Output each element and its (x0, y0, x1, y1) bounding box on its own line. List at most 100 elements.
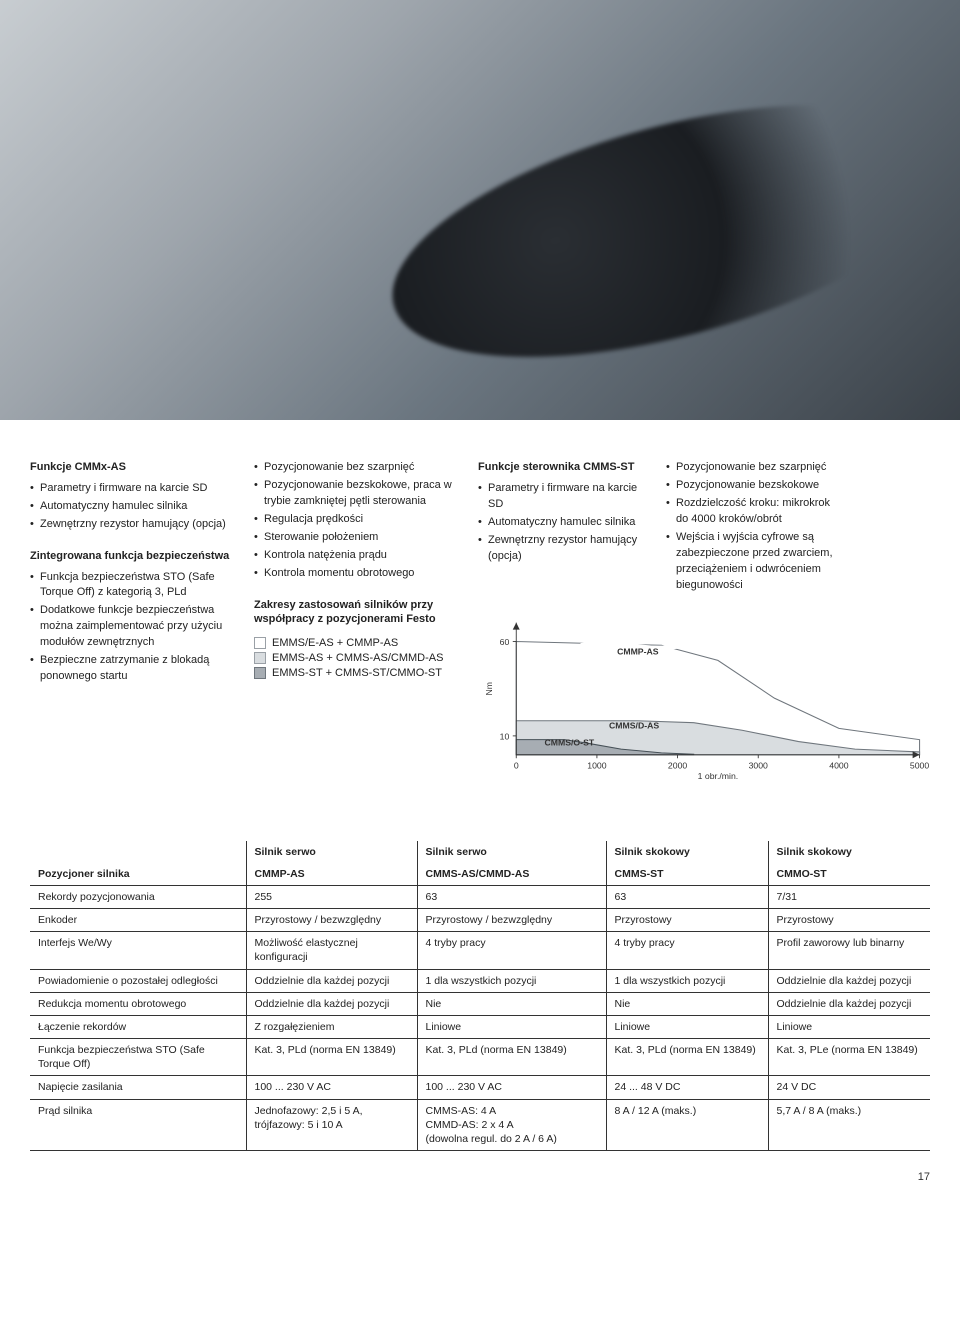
legend-label: EMMS-ST + CMMS-ST/CMMO-ST (272, 667, 442, 679)
svg-text:60: 60 (500, 636, 510, 646)
col2-heading2: Zakresy zastosowań silników przy współpr… (254, 598, 454, 628)
col3-list1: Parametry i firmware na karcie SD Automat… (478, 481, 648, 565)
list-item: Rozdzielczość kroku: mikrokrok do 4000 k… (666, 496, 836, 528)
list-item: Zewnętrzny rezystor hamujący (opcja) (30, 517, 230, 533)
table-cell: Liniowe (417, 1015, 606, 1038)
table-cell: 4 tryby pracy (606, 932, 768, 969)
list-item: Kontrola natężenia prądu (254, 548, 454, 564)
list-item: Funkcja bezpieczeństwa STO (Safe Torque … (30, 570, 230, 602)
list-item: Pozycjonowanie bezskokowe (666, 478, 836, 494)
list-item: Wejścia i wyjścia cyfrowe są zabezpieczo… (666, 530, 836, 594)
table-cell: Liniowe (606, 1015, 768, 1038)
table-cell: Możliwość elastycznej konfiguracji (246, 932, 417, 969)
svg-text:1000: 1000 (587, 760, 606, 770)
table-cell: Profil zaworowy lub binarny (768, 932, 930, 969)
list-item: Pozycjonowanie bezskokowe, praca w trybi… (254, 478, 454, 510)
table-row: Rekordy pozycjonowania25563637/31 (30, 885, 930, 908)
table-header: Silnik serwo (417, 841, 606, 863)
table-cell: 8 A / 12 A (maks.) (606, 1099, 768, 1151)
table-cell: Przyrostowy / bezwzględny (246, 909, 417, 932)
table-cell: Kat. 3, PLd (norma EN 13849) (606, 1039, 768, 1076)
table-cell: 1 dla wszystkich pozycji (417, 969, 606, 992)
table-cell: Nie (606, 992, 768, 1015)
col1-heading1: Funkcje CMMx-AS (30, 460, 230, 475)
svg-text:CMMS/O-ST: CMMS/O-ST (544, 737, 594, 747)
col3-list2: Pozycjonowanie bez szarpnięć Pozycjonowan… (666, 460, 836, 594)
legend-label: EMMS/E-AS + CMMP-AS (272, 637, 398, 649)
table-header: CMMS-ST (606, 863, 768, 886)
table-header (30, 841, 246, 863)
table-cell: 24 V DC (768, 1076, 930, 1099)
table-cell: Liniowe (768, 1015, 930, 1038)
svg-text:1 obr./min.: 1 obr./min. (698, 771, 739, 781)
list-item: Pozycjonowanie bez szarpnięć (254, 460, 454, 476)
col1-list2: Funkcja bezpieczeństwa STO (Safe Torque … (30, 570, 230, 686)
table-cell: 24 ... 48 V DC (606, 1076, 768, 1099)
table-row: Łączenie rekordówZ rozgałęzieniemLiniowe… (30, 1015, 930, 1038)
legend-swatch (254, 652, 266, 664)
table-row: Interfejs We/WyMożliwość elastycznej kon… (30, 932, 930, 969)
table-cell: 255 (246, 885, 417, 908)
application-range-chart: 1060Nm0100020003000400050001 obr./min.CM… (478, 610, 930, 790)
svg-text:5000: 5000 (910, 760, 929, 770)
svg-text:Nm: Nm (484, 681, 494, 695)
col3-heading1: Funkcje sterownika CMMS-ST (478, 460, 648, 475)
table-cell: Przyrostowy (768, 909, 930, 932)
table-header: CMMO-ST (768, 863, 930, 886)
chart-legend: EMMS/E-AS + CMMP-AS EMMS-AS + CMMS-AS/CMM… (254, 637, 454, 679)
table-cell: Nie (417, 992, 606, 1015)
svg-text:0: 0 (514, 760, 519, 770)
legend-swatch (254, 637, 266, 649)
svg-text:2000: 2000 (668, 760, 687, 770)
table-cell: Napięcie zasilania (30, 1076, 246, 1099)
hero-image (0, 0, 960, 420)
table-header: Pozycjoner silnika (30, 863, 246, 886)
table-cell: 1 dla wszystkich pozycji (606, 969, 768, 992)
col2-list1: Pozycjonowanie bez szarpnięć Pozycjonowan… (254, 460, 454, 582)
list-item: Automatyczny hamulec silnika (30, 499, 230, 515)
table-row: Powiadomienie o pozostałej odległościOdd… (30, 969, 930, 992)
list-item: Bezpieczne zatrzymanie z blokadą ponowne… (30, 653, 230, 685)
table-cell: Powiadomienie o pozostałej odległości (30, 969, 246, 992)
table-row: EnkoderPrzyrostowy / bezwzględnyPrzyrost… (30, 909, 930, 932)
table-cell: Kat. 3, PLe (norma EN 13849) (768, 1039, 930, 1076)
table-cell: Funkcja bezpieczeństwa STO (Safe Torque … (30, 1039, 246, 1076)
list-item: Pozycjonowanie bez szarpnięć (666, 460, 836, 476)
table-cell: CMMS-AS: 4 ACMMD-AS: 2 x 4 A(dowolna reg… (417, 1099, 606, 1151)
svg-text:3000: 3000 (749, 760, 768, 770)
table-cell: Kat. 3, PLd (norma EN 13849) (246, 1039, 417, 1076)
legend-item: EMMS-ST + CMMS-ST/CMMO-ST (254, 667, 454, 679)
table-cell: Łączenie rekordów (30, 1015, 246, 1038)
table-cell: Interfejs We/Wy (30, 932, 246, 969)
table-cell: Jednofazowy: 2,5 i 5 A, trójfazowy: 5 i … (246, 1099, 417, 1151)
table-header: CMMP-AS (246, 863, 417, 886)
table-header: CMMS-AS/CMMD-AS (417, 863, 606, 886)
table-row: Napięcie zasilania100 ... 230 V AC100 ..… (30, 1076, 930, 1099)
svg-text:CMMS/D-AS: CMMS/D-AS (609, 720, 659, 730)
list-item: Regulacja prędkości (254, 512, 454, 528)
list-item: Automatyczny hamulec silnika (478, 515, 648, 531)
table-header: Silnik serwo (246, 841, 417, 863)
table-cell: Oddzielnie dla każdej pozycji (768, 969, 930, 992)
page-number: 17 (0, 1171, 960, 1195)
list-item: Sterowanie położeniem (254, 530, 454, 546)
table-cell: Prąd silnika (30, 1099, 246, 1151)
table-cell: Z rozgałęzieniem (246, 1015, 417, 1038)
col1-list1: Parametry i firmware na karcie SDAutomat… (30, 481, 230, 533)
col1-heading2: Zintegrowana funkcja bezpieczeństwa (30, 549, 230, 564)
table-cell: 63 (417, 885, 606, 908)
list-item: Parametry i firmware na karcie SD (478, 481, 648, 513)
table-cell: 63 (606, 885, 768, 908)
table-row: Prąd silnikaJednofazowy: 2,5 i 5 A, trój… (30, 1099, 930, 1151)
legend-item: EMMS-AS + CMMS-AS/CMMD-AS (254, 652, 454, 664)
table-cell: 4 tryby pracy (417, 932, 606, 969)
table-header: Silnik skokowy (768, 841, 930, 863)
table-cell: Oddzielnie dla każdej pozycji (246, 969, 417, 992)
table-cell: Rekordy pozycjonowania (30, 885, 246, 908)
svg-text:10: 10 (500, 731, 510, 741)
table-cell: Oddzielnie dla każdej pozycji (246, 992, 417, 1015)
legend-item: EMMS/E-AS + CMMP-AS (254, 637, 454, 649)
legend-swatch (254, 667, 266, 679)
main-content: Funkcje CMMx-AS Parametry i firmware na … (0, 420, 960, 813)
list-item: Zewnętrzny rezystor hamujący (opcja) (478, 533, 648, 565)
